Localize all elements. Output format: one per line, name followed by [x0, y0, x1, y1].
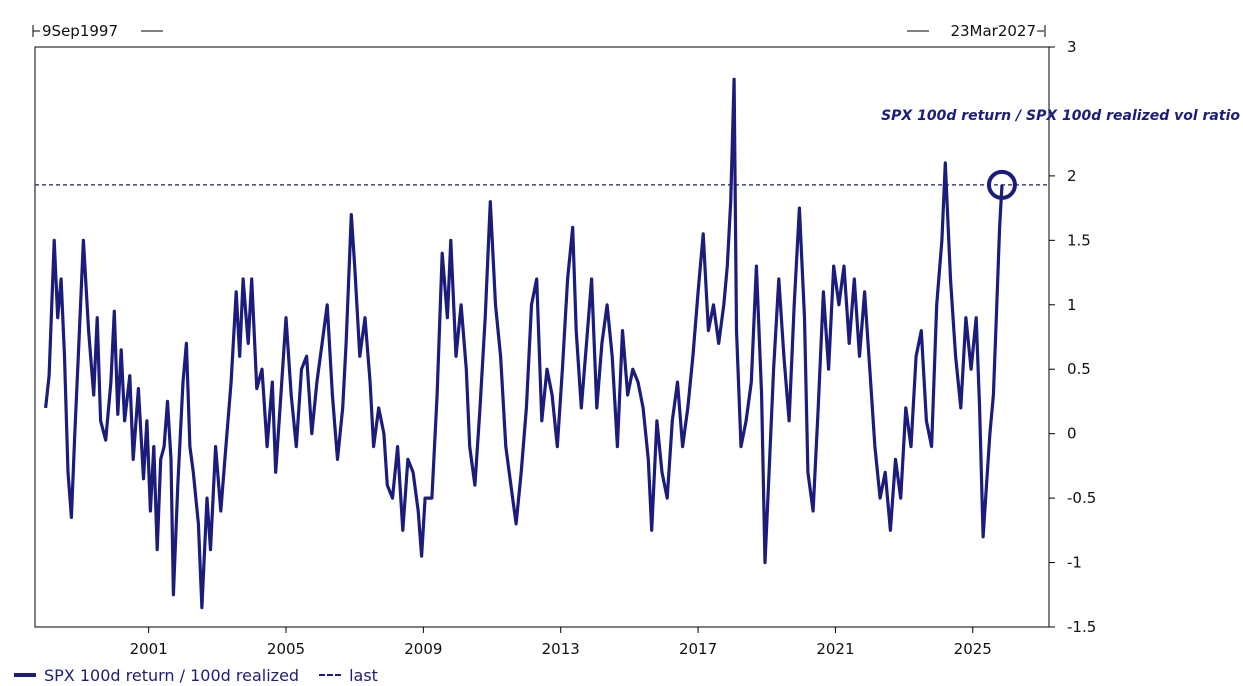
x-tick-label: 2009 [404, 640, 442, 658]
date-start-label: 9Sep1997 [42, 22, 118, 40]
x-tick-label: 2001 [130, 640, 168, 658]
date-end-label: 23Mar2027 [950, 22, 1036, 40]
legend-item-series: SPX 100d return / 100d realized [44, 665, 300, 685]
y-tick-label: -0.5 [1067, 489, 1096, 507]
plot-area [34, 46, 1050, 628]
y-axis: 3 2 1.5 1 0.5 0 -0.5 -1 -1.5 [1049, 38, 1096, 636]
x-tick-label: 2017 [679, 640, 717, 658]
y-tick-label: 0 [1067, 425, 1077, 443]
legend-solid-line-icon [14, 673, 36, 677]
y-tick-label: 0.5 [1067, 360, 1091, 378]
x-tick-label: 2025 [954, 640, 992, 658]
y-tick-label: -1 [1067, 554, 1082, 572]
date-start-marker: 9Sep1997 [32, 22, 163, 40]
y-tick-label: 2 [1067, 167, 1077, 185]
legend: SPX 100d return / 100d realized last [14, 664, 378, 686]
y-tick-label: -1.5 [1067, 618, 1096, 636]
series-line [44, 77, 1004, 610]
x-tick-label: 2005 [267, 640, 305, 658]
date-end-marker: 23Mar2027 [907, 22, 1046, 40]
x-axis: 2001 2005 2009 2013 2017 2021 2025 [130, 627, 992, 658]
legend-item-last: last [349, 665, 378, 685]
series-label: SPX 100d return / SPX 100d realized vol … [881, 108, 1240, 124]
last-value-marker [986, 169, 1017, 200]
y-tick-label: 3 [1067, 38, 1077, 56]
y-tick-label: 1.5 [1067, 231, 1091, 249]
legend-dashed-line-icon [319, 674, 342, 676]
y-tick-label: 1 [1067, 296, 1077, 314]
x-tick-label: 2013 [542, 640, 580, 658]
x-tick-label: 2021 [816, 640, 854, 658]
